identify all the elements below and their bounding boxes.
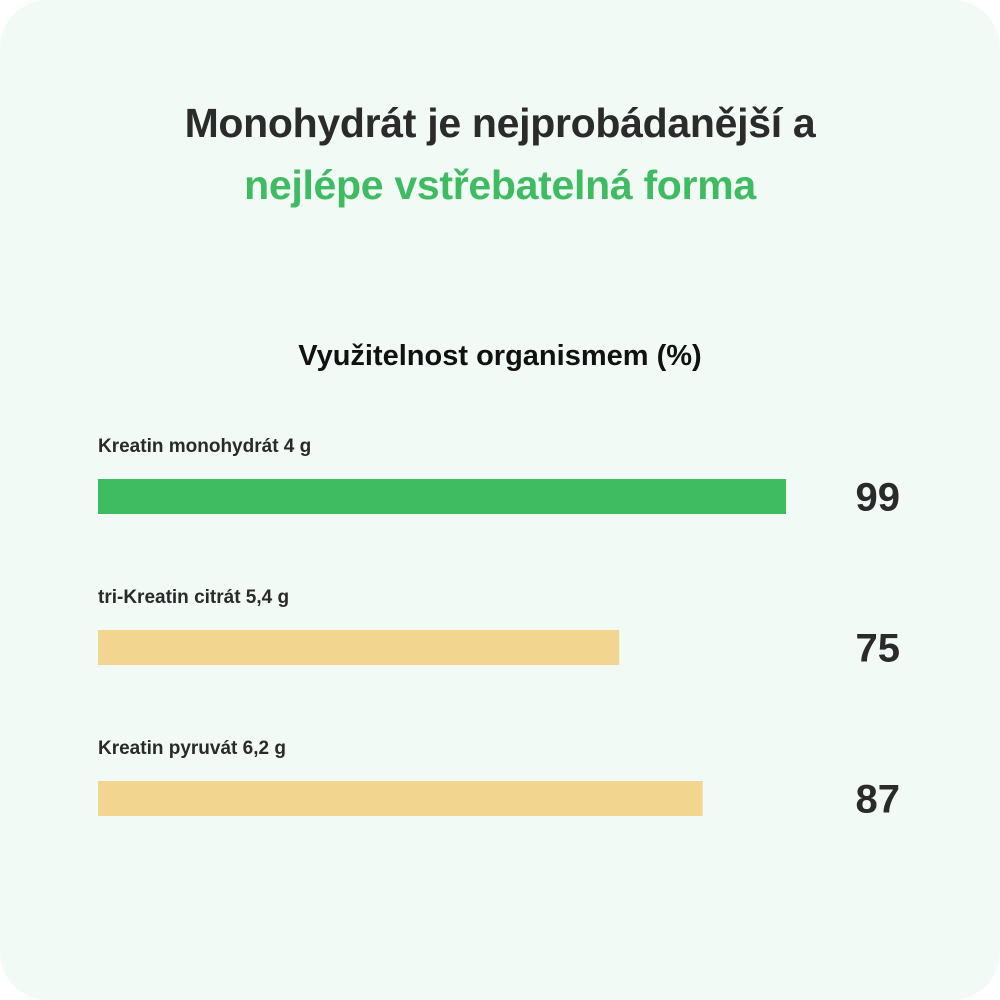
headline-line-2-highlight: nejlépe vstřebatelná forma bbox=[244, 162, 756, 208]
bar bbox=[98, 630, 620, 665]
bar-label: Kreatin monohydrát 4 g bbox=[98, 436, 311, 457]
headline: Monohydrát je nejprobádanější a nejlépe … bbox=[0, 92, 1000, 216]
headline-line-1: Monohydrát je nejprobádanější a bbox=[184, 100, 816, 146]
bar bbox=[98, 479, 787, 514]
bar-value-label: 87 bbox=[856, 778, 901, 822]
bar-label: Kreatin pyruvát 6,2 g bbox=[98, 738, 286, 759]
chart-title: Využitelnost organismem (%) bbox=[298, 340, 702, 372]
bar-label: tri-Kreatin citrát 5,4 g bbox=[98, 587, 289, 608]
bar-value-label: 99 bbox=[856, 476, 901, 520]
bar-value-label: 75 bbox=[856, 627, 901, 671]
bar bbox=[98, 781, 703, 816]
